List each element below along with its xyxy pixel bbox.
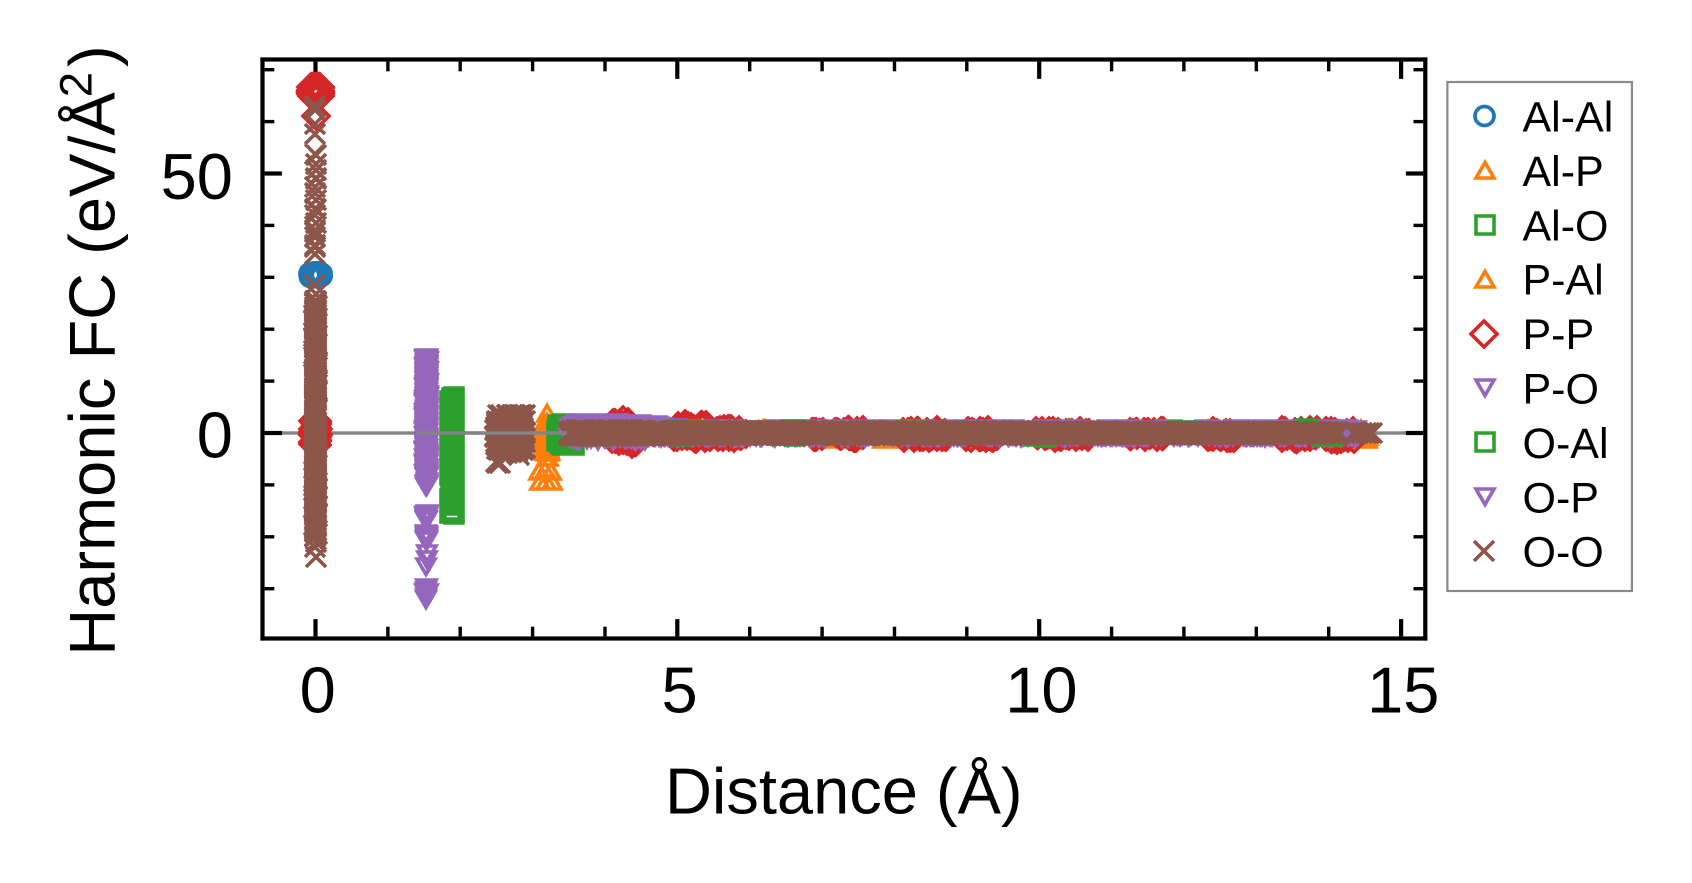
- svg-text:Harmonic FC (eV/Å2): Harmonic FC (eV/Å2): [50, 45, 128, 655]
- svg-text:O-O: O-O: [1523, 529, 1604, 577]
- svg-text:0: 0: [197, 399, 233, 472]
- svg-text:Al-P: Al-P: [1523, 148, 1604, 196]
- svg-text:10: 10: [1005, 654, 1077, 727]
- svg-text:P-P: P-P: [1523, 311, 1595, 359]
- svg-text:15: 15: [1367, 654, 1439, 727]
- svg-text:5: 5: [662, 654, 698, 727]
- svg-text:Al-O: Al-O: [1523, 202, 1609, 250]
- svg-text:O-P: O-P: [1523, 474, 1599, 522]
- svg-text:P-O: P-O: [1523, 366, 1599, 414]
- svg-text:0: 0: [300, 654, 336, 727]
- svg-text:50: 50: [161, 140, 233, 213]
- svg-text:Al-Al: Al-Al: [1523, 94, 1614, 142]
- svg-text:Distance (Å): Distance (Å): [665, 754, 1023, 827]
- svg-text:O-Al: O-Al: [1523, 420, 1609, 468]
- svg-text:P-Al: P-Al: [1523, 257, 1604, 305]
